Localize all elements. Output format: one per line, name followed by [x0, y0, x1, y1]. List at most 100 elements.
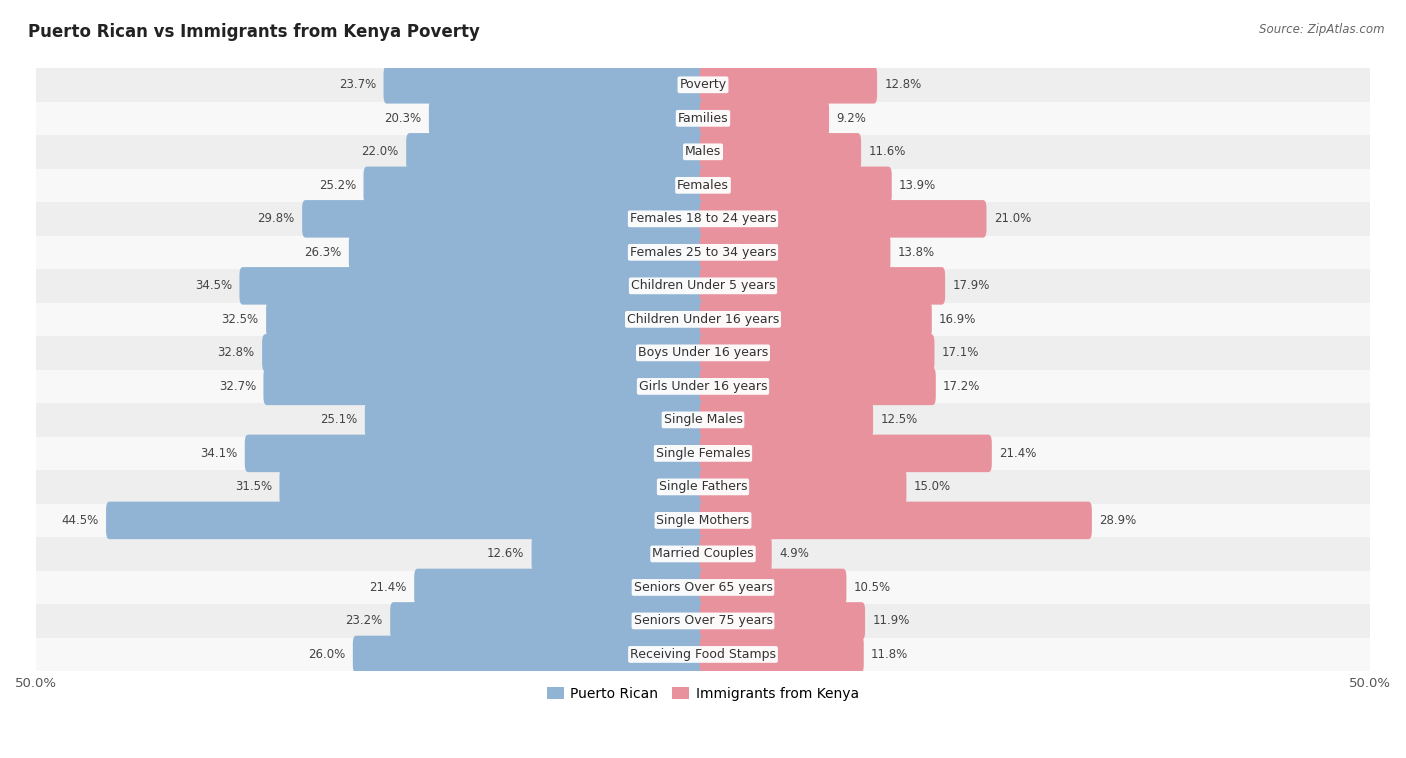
Legend: Puerto Rican, Immigrants from Kenya: Puerto Rican, Immigrants from Kenya	[541, 681, 865, 706]
Text: 17.1%: 17.1%	[942, 346, 979, 359]
FancyBboxPatch shape	[700, 301, 932, 338]
Bar	[37, 370, 1369, 403]
FancyBboxPatch shape	[700, 434, 991, 472]
Text: 12.5%: 12.5%	[880, 413, 918, 427]
Text: 32.8%: 32.8%	[218, 346, 254, 359]
FancyBboxPatch shape	[266, 301, 706, 338]
FancyBboxPatch shape	[700, 468, 907, 506]
FancyBboxPatch shape	[700, 401, 873, 439]
FancyBboxPatch shape	[280, 468, 706, 506]
Text: Poverty: Poverty	[679, 78, 727, 91]
Text: 12.6%: 12.6%	[486, 547, 524, 560]
FancyBboxPatch shape	[364, 401, 706, 439]
Text: Girls Under 16 years: Girls Under 16 years	[638, 380, 768, 393]
Text: 23.7%: 23.7%	[339, 78, 377, 91]
FancyBboxPatch shape	[700, 167, 891, 204]
Bar	[37, 537, 1369, 571]
Text: Seniors Over 75 years: Seniors Over 75 years	[634, 615, 772, 628]
FancyBboxPatch shape	[262, 334, 706, 371]
FancyBboxPatch shape	[105, 502, 706, 539]
Bar	[37, 503, 1369, 537]
Text: 26.0%: 26.0%	[308, 648, 346, 661]
Text: 10.5%: 10.5%	[853, 581, 891, 594]
FancyBboxPatch shape	[245, 434, 706, 472]
Text: Seniors Over 65 years: Seniors Over 65 years	[634, 581, 772, 594]
Bar	[37, 302, 1369, 336]
Text: Source: ZipAtlas.com: Source: ZipAtlas.com	[1260, 23, 1385, 36]
Text: 32.7%: 32.7%	[219, 380, 256, 393]
FancyBboxPatch shape	[349, 233, 706, 271]
Text: Families: Families	[678, 112, 728, 125]
Text: 21.0%: 21.0%	[994, 212, 1031, 225]
Bar	[37, 135, 1369, 168]
Text: Children Under 16 years: Children Under 16 years	[627, 313, 779, 326]
Bar	[37, 68, 1369, 102]
Text: Males: Males	[685, 146, 721, 158]
Text: Single Females: Single Females	[655, 447, 751, 460]
Bar	[37, 437, 1369, 470]
FancyBboxPatch shape	[700, 535, 772, 573]
Text: 17.2%: 17.2%	[943, 380, 980, 393]
Bar	[37, 102, 1369, 135]
Text: 32.5%: 32.5%	[222, 313, 259, 326]
FancyBboxPatch shape	[353, 636, 706, 673]
FancyBboxPatch shape	[700, 233, 890, 271]
Text: Boys Under 16 years: Boys Under 16 years	[638, 346, 768, 359]
Text: 25.1%: 25.1%	[321, 413, 357, 427]
Text: 17.9%: 17.9%	[952, 280, 990, 293]
FancyBboxPatch shape	[700, 334, 935, 371]
Text: 34.1%: 34.1%	[200, 447, 238, 460]
Text: Puerto Rican vs Immigrants from Kenya Poverty: Puerto Rican vs Immigrants from Kenya Po…	[28, 23, 479, 41]
Bar	[37, 202, 1369, 236]
Text: 29.8%: 29.8%	[257, 212, 295, 225]
FancyBboxPatch shape	[239, 267, 706, 305]
Bar	[37, 470, 1369, 503]
Text: 34.5%: 34.5%	[195, 280, 232, 293]
FancyBboxPatch shape	[700, 267, 945, 305]
Text: 11.6%: 11.6%	[869, 146, 905, 158]
FancyBboxPatch shape	[700, 99, 830, 137]
Text: 13.8%: 13.8%	[898, 246, 935, 258]
Text: Females 25 to 34 years: Females 25 to 34 years	[630, 246, 776, 258]
FancyBboxPatch shape	[302, 200, 706, 237]
Text: Single Males: Single Males	[664, 413, 742, 427]
Text: Single Fathers: Single Fathers	[659, 481, 747, 493]
FancyBboxPatch shape	[364, 167, 706, 204]
FancyBboxPatch shape	[384, 66, 706, 104]
FancyBboxPatch shape	[406, 133, 706, 171]
Text: 28.9%: 28.9%	[1099, 514, 1136, 527]
Bar	[37, 571, 1369, 604]
Bar	[37, 269, 1369, 302]
FancyBboxPatch shape	[700, 602, 865, 640]
Text: Married Couples: Married Couples	[652, 547, 754, 560]
Text: 25.2%: 25.2%	[319, 179, 356, 192]
Text: 4.9%: 4.9%	[779, 547, 808, 560]
Text: Females: Females	[678, 179, 728, 192]
Text: 23.2%: 23.2%	[346, 615, 382, 628]
Text: 21.4%: 21.4%	[1000, 447, 1036, 460]
Text: 20.3%: 20.3%	[384, 112, 422, 125]
FancyBboxPatch shape	[263, 368, 706, 405]
Bar	[37, 168, 1369, 202]
Bar	[37, 637, 1369, 671]
FancyBboxPatch shape	[700, 200, 987, 237]
Bar	[37, 604, 1369, 637]
FancyBboxPatch shape	[700, 66, 877, 104]
Text: 44.5%: 44.5%	[62, 514, 98, 527]
Bar	[37, 236, 1369, 269]
Text: 16.9%: 16.9%	[939, 313, 977, 326]
FancyBboxPatch shape	[429, 99, 706, 137]
Text: 21.4%: 21.4%	[370, 581, 406, 594]
Text: Children Under 5 years: Children Under 5 years	[631, 280, 775, 293]
FancyBboxPatch shape	[700, 636, 863, 673]
Text: 12.8%: 12.8%	[884, 78, 922, 91]
Text: 15.0%: 15.0%	[914, 481, 950, 493]
Text: 13.9%: 13.9%	[898, 179, 936, 192]
Text: Females 18 to 24 years: Females 18 to 24 years	[630, 212, 776, 225]
FancyBboxPatch shape	[415, 568, 706, 606]
FancyBboxPatch shape	[531, 535, 706, 573]
Text: Single Mothers: Single Mothers	[657, 514, 749, 527]
Text: 31.5%: 31.5%	[235, 481, 273, 493]
Text: 11.9%: 11.9%	[872, 615, 910, 628]
FancyBboxPatch shape	[700, 368, 936, 405]
